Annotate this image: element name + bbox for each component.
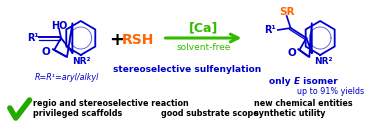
Text: isomer: isomer [301,77,338,87]
Text: R¹: R¹ [264,25,276,35]
Text: HO: HO [51,21,67,31]
Text: E: E [294,77,300,87]
Text: NR²: NR² [72,58,90,67]
Text: new chemical entities: new chemical entities [254,99,353,107]
Text: SR: SR [279,7,294,17]
Text: synthetic utility: synthetic utility [254,109,326,117]
Text: good substrate scope: good substrate scope [161,109,258,117]
Text: regio and stereoselective reaction: regio and stereoselective reaction [34,99,189,107]
Text: NR²: NR² [314,58,333,67]
Text: R=R¹=aryl/alkyl: R=R¹=aryl/alkyl [35,73,99,82]
Text: O: O [42,47,51,57]
Text: R¹: R¹ [28,33,39,43]
Text: RSH: RSH [122,33,154,47]
Text: O: O [287,48,296,58]
Text: [Ca]: [Ca] [189,21,218,35]
Text: +: + [109,31,124,49]
Text: solvent-free: solvent-free [176,43,231,53]
Text: up to 91% yields: up to 91% yields [297,87,364,97]
Text: privileged scaffolds: privileged scaffolds [34,109,123,117]
Text: only: only [269,77,294,87]
Text: stereoselective sulfenylation: stereoselective sulfenylation [113,65,261,75]
